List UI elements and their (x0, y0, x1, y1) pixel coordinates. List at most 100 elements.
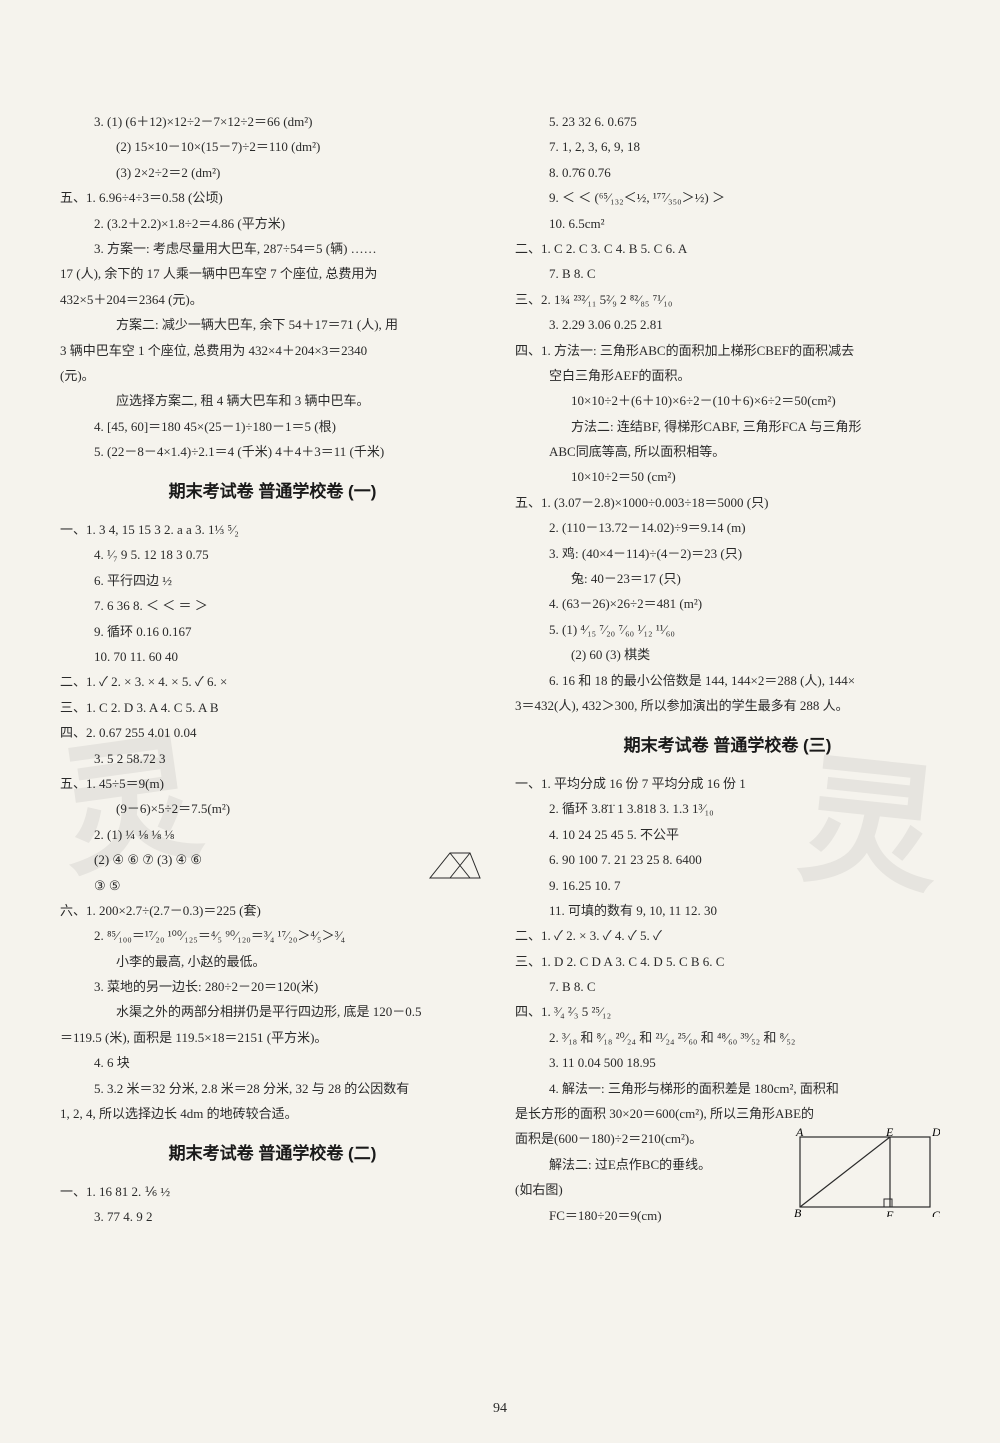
rectangle-diagram: A E D B F C (790, 1127, 940, 1217)
la-12: 2. (1) ¼ ⅛ ⅛ ⅛ (60, 823, 485, 846)
rc-5: 11. 可填的数有 9, 10, 11 12. 30 (515, 899, 940, 922)
rb-5: 二、1. C 2. C 3. C 4. B 5. C 6. A (515, 237, 940, 260)
rc-9: 四、1. ³⁄₄ ²⁄₃ 5 ²⁵⁄₁₂ (515, 1000, 940, 1023)
rb-1: 7. 1, 2, 3, 6, 9, 18 (515, 135, 940, 158)
rc-3: 6. 90 100 7. 21 23 25 8. 6400 (515, 848, 940, 871)
rb-20: 5. (1) ⁴⁄₁₅ ⁷⁄₂₀ ⁷⁄₆₀ ¹⁄₁₂ ¹¹⁄₆₀ (515, 618, 940, 641)
la-14: ③ ⑤ (60, 874, 485, 897)
diag-A: A (795, 1127, 804, 1139)
rb-18: 兔: 40－23＝17 (只) (515, 567, 940, 590)
la-0: 一、1. 3 4, 15 15 3 2. a a 3. 1⅓ ⁵⁄₂ (60, 518, 485, 541)
la-13-text: (2) ④ ⑥ ⑦ (3) ④ ⑥ (94, 852, 202, 867)
rb-4: 10. 6.5cm² (515, 212, 940, 235)
rc-1: 2. 循环 3.8̇1̇ 1 3.818 3. 1.3 1³⁄₁₀ (515, 797, 940, 820)
rc-8: 7. B 8. C (515, 975, 940, 998)
rb-10: 空白三角形AEF的面积。 (515, 364, 940, 387)
right-column: 5. 23 32 6. 0.675 7. 1, 2, 3, 6, 9, 18 8… (515, 110, 940, 1413)
left-column: 3. (1) (6＋12)×12÷2－7×12÷2＝66 (dm²) (2) 1… (60, 110, 485, 1413)
diag-E: E (885, 1127, 894, 1139)
la-4: 9. 循环 0.16 0.167 (60, 620, 485, 643)
section-title-a: 期末考试卷 普通学校卷 (一) (60, 477, 485, 508)
diag-C: C (932, 1208, 940, 1217)
left-sec-a: 一、1. 3 4, 15 15 3 2. a a 3. 1⅓ ⁵⁄₂ 4. ¹⁄… (60, 518, 485, 1125)
rb-3: 9. ＜ ＜ (⁶⁵⁄₁₃₂＜½, ¹⁷⁷⁄₃₅₀＞½) ＞ (515, 186, 940, 209)
l-pre-2: (3) 2×2÷2＝2 (dm²) (60, 161, 485, 184)
rc-12: 4. 解法一: 三角形与梯形的面积差是 180cm², 面积和 (515, 1077, 940, 1100)
la-21: 4. 6 块 (60, 1051, 485, 1074)
rb-19: 4. (63－26)×26÷2＝481 (m²) (515, 592, 940, 615)
diag-B: B (794, 1206, 802, 1217)
la-8: 四、2. 0.67 255 4.01 0.04 (60, 721, 485, 744)
l-pre-12: 4. [45, 60]＝180 45×(25－1)÷180－1＝5 (根) (60, 415, 485, 438)
rb-0: 5. 23 32 6. 0.675 (515, 110, 940, 133)
rc-11: 3. 11 0.04 500 18.95 (515, 1051, 940, 1074)
lb-0: 一、1. 16 81 2. ⅙ ½ (60, 1180, 485, 1203)
page-number: 94 (0, 1396, 1000, 1421)
rc-7: 三、1. D 2. C D A 3. C 4. D 5. C B 6. C (515, 950, 940, 973)
l-pre-0: 3. (1) (6＋12)×12÷2－7×12÷2＝66 (dm²) (60, 110, 485, 133)
la-20: ＝119.5 (米), 面积是 119.5×18＝2151 (平方米)。 (60, 1026, 485, 1049)
rb-22: 6. 16 和 18 的最小公倍数是 144, 144×2＝288 (人), 1… (515, 669, 940, 692)
la-22: 5. 3.2 米＝32 分米, 2.8 米＝28 分米, 32 与 28 的公因… (60, 1077, 485, 1100)
diag-D: D (931, 1127, 940, 1139)
l-pre-10: (元)。 (60, 364, 485, 387)
l-pre-7: 432×5＋204＝2364 (元)。 (60, 288, 485, 311)
diag-F: F (885, 1208, 894, 1217)
rb-9: 四、1. 方法一: 三角形ABC的面积加上梯形CBEF的面积减去 (515, 339, 940, 362)
la-6: 二、1. ✓ 2. × 3. × 4. × 5. ✓ 6. × (60, 670, 485, 693)
l-pre-3: 五、1. 6.96÷4÷3＝0.58 (公顷) (60, 186, 485, 209)
page-columns: 3. (1) (6＋12)×12÷2－7×12÷2＝66 (dm²) (2) 1… (60, 110, 940, 1413)
rb-11: 10×10÷2＋(6＋10)×6÷2－(10＋6)×6÷2＝50(cm²) (515, 389, 940, 412)
rb-13: ABC同底等高, 所以面积相等。 (515, 440, 940, 463)
small-diagram-icon (425, 848, 485, 882)
rc-13: 是长方形的面积 30×20＝600(cm²), 所以三角形ABE的 (515, 1102, 940, 1125)
la-16: 2. ⁸⁵⁄₁₀₀＝¹⁷⁄₂₀ ¹⁰⁰⁄₁₂₅＝⁴⁄₅ ⁹⁰⁄₁₂₀＝³⁄₄ ¹… (60, 924, 485, 947)
rc-4: 9. 16.25 10. 7 (515, 874, 940, 897)
l-pre-6: 17 (人), 余下的 17 人乘一辆中巴车空 7 个座位, 总费用为 (60, 262, 485, 285)
la-1: 4. ¹⁄₇ 9 5. 12 18 3 0.75 (60, 543, 485, 566)
left-sec-b: 一、1. 16 81 2. ⅙ ½ 3. 77 4. 9 2 (60, 1180, 485, 1229)
la-23: 1, 2, 4, 所以选择边长 4dm 的地砖较合适。 (60, 1102, 485, 1125)
l-pre-11: 应选择方案二, 租 4 辆大巴车和 3 辆中巴车。 (60, 389, 485, 412)
la-17: 小李的最高, 小赵的最低。 (60, 950, 485, 973)
section-title-c: 期末考试卷 普通学校卷 (三) (515, 731, 940, 762)
l-pre-1: (2) 15×10－10×(15－7)÷2＝110 (dm²) (60, 135, 485, 158)
la-5: 10. 70 11. 60 40 (60, 645, 485, 668)
rb-21: (2) 60 (3) 棋类 (515, 643, 940, 666)
left-pre-block: 3. (1) (6＋12)×12÷2－7×12÷2＝66 (dm²) (2) 1… (60, 110, 485, 463)
la-15: 六、1. 200×2.7÷(2.7－0.3)＝225 (套) (60, 899, 485, 922)
rc-0: 一、1. 平均分成 16 份 7 平均分成 16 份 1 (515, 772, 940, 795)
la-11: (9－6)×5÷2＝7.5(m²) (60, 797, 485, 820)
rb-8: 3. 2.29 3.06 0.25 2.81 (515, 313, 940, 336)
l-pre-5: 3. 方案一: 考虑尽量用大巴车, 287÷54＝5 (辆) …… (60, 237, 485, 260)
section-title-b: 期末考试卷 普通学校卷 (二) (60, 1139, 485, 1170)
lb-1: 3. 77 4. 9 2 (60, 1205, 485, 1228)
rb-14: 10×10÷2＝50 (cm²) (515, 465, 940, 488)
rb-17: 3. 鸡: (40×4－114)÷(4－2)＝23 (只) (515, 542, 940, 565)
rc-6: 二、1. ✓ 2. × 3. ✓ 4. ✓ 5. ✓ (515, 924, 940, 947)
la-9: 3. 5 2 58.72 3 (60, 747, 485, 770)
rb-23: 3＝432(人), 432＞300, 所以参加演出的学生最多有 288 人。 (515, 694, 940, 717)
rb-16: 2. (110－13.72－14.02)÷9＝9.14 (m) (515, 516, 940, 539)
rc-diagram-block: A E D B F C 面积是(600－180)÷2＝210(cm²)。 解法二… (515, 1127, 940, 1229)
rb-7: 三、2. 1¾ ²³²⁄₁₁ 5²⁄₉ 2 ⁸²⁄₈₅ ⁷¹⁄₁₀ (515, 288, 940, 311)
la-7: 三、1. C 2. D 3. A 4. C 5. A B (60, 696, 485, 719)
l-pre-4: 2. (3.2＋2.2)×1.8÷2＝4.86 (平方米) (60, 212, 485, 235)
la-2: 6. 平行四边 ½ (60, 569, 485, 592)
right-sec-c: 一、1. 平均分成 16 份 7 平均分成 16 份 1 2. 循环 3.8̇1… (515, 772, 940, 1229)
rb-15: 五、1. (3.07－2.8)×1000÷0.003÷18＝5000 (只) (515, 491, 940, 514)
la-3: 7. 6 36 8. ＜ ＜ ＝ ＞ (60, 594, 485, 617)
rb-12: 方法二: 连结BF, 得梯形CABF, 三角形FCA 与三角形 (515, 415, 940, 438)
la-13: (2) ④ ⑥ ⑦ (3) ④ ⑥ (60, 848, 485, 871)
l-pre-8: 方案二: 减少一辆大巴车, 余下 54＋17＝71 (人), 用 (60, 313, 485, 336)
la-18: 3. 菜地的另一边长: 280÷2－20＝120(米) (60, 975, 485, 998)
la-19: 水渠之外的两部分相拼仍是平行四边形, 底是 120－0.5 (60, 1000, 485, 1023)
rb-2: 8. 0.7̇6̇ 0.76 (515, 161, 940, 184)
rc-2: 4. 10 24 25 45 5. 不公平 (515, 823, 940, 846)
la-10: 五、1. 45÷5＝9(m) (60, 772, 485, 795)
rb-6: 7. B 8. C (515, 262, 940, 285)
rc-10: 2. ³⁄₁₈ 和 ⁸⁄₁₈ ²⁰⁄₂₄ 和 ²¹⁄₂₄ ²⁵⁄₆₀ 和 ⁴⁸⁄… (515, 1026, 940, 1049)
right-sec-b-cont: 5. 23 32 6. 0.675 7. 1, 2, 3, 6, 9, 18 8… (515, 110, 940, 717)
l-pre-9: 3 辆中巴车空 1 个座位, 总费用为 432×4＋204×3＝2340 (60, 339, 485, 362)
l-pre-13: 5. (22－8－4×1.4)÷2.1＝4 (千米) 4＋4＋3＝11 (千米) (60, 440, 485, 463)
